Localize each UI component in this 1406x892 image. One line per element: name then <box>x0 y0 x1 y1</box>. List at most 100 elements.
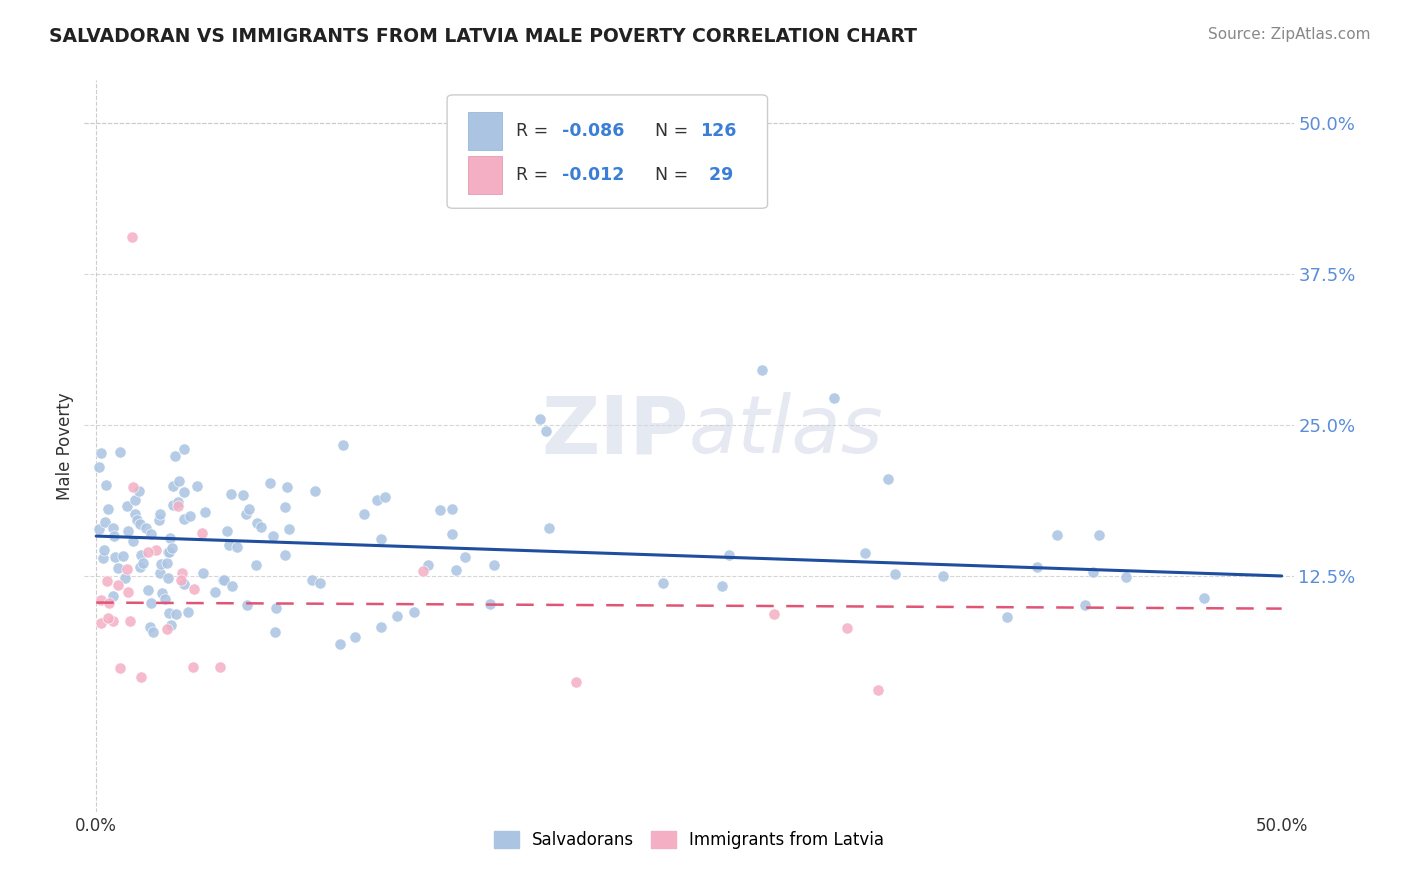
Text: atlas: atlas <box>689 392 884 470</box>
Point <box>94 478 117 492</box>
Point <box>136 582 159 597</box>
Point <box>125 513 148 527</box>
Point <box>173 577 195 591</box>
FancyBboxPatch shape <box>447 95 768 209</box>
Point <box>249 520 271 534</box>
Point <box>652 575 675 590</box>
Point <box>304 484 326 499</box>
Point <box>536 424 558 438</box>
Point <box>157 606 180 620</box>
Point <box>454 549 477 564</box>
Point <box>142 625 165 640</box>
Point <box>108 445 131 459</box>
Point <box>717 549 740 563</box>
Point <box>537 521 560 535</box>
Point <box>117 524 139 538</box>
Text: SALVADORAN VS IMMIGRANTS FROM LATVIA MALE POVERTY CORRELATION CHART: SALVADORAN VS IMMIGRANTS FROM LATVIA MAL… <box>49 27 917 45</box>
Point <box>149 566 172 580</box>
Point <box>101 615 124 629</box>
Point <box>837 621 859 635</box>
Point <box>332 437 354 451</box>
Point <box>217 524 239 538</box>
Text: ZIP: ZIP <box>541 392 689 470</box>
Point <box>212 573 235 587</box>
Point <box>343 630 366 644</box>
Point <box>278 522 301 536</box>
Point <box>246 516 269 530</box>
Point <box>173 442 195 456</box>
Point <box>370 532 392 546</box>
Point <box>353 508 375 522</box>
Point <box>160 541 183 555</box>
Point <box>190 526 212 541</box>
Point <box>89 522 111 536</box>
Point <box>884 566 907 581</box>
Point <box>128 483 150 498</box>
Point <box>208 660 231 674</box>
Point <box>101 521 124 535</box>
Text: R =: R = <box>516 122 554 140</box>
Point <box>157 545 180 559</box>
Point <box>329 636 352 650</box>
Point <box>129 516 152 531</box>
Point <box>112 549 135 563</box>
Point <box>122 533 145 548</box>
Point <box>823 391 845 405</box>
Point <box>177 605 200 619</box>
Point <box>124 507 146 521</box>
Point <box>93 543 115 558</box>
Legend: Salvadorans, Immigrants from Latvia: Salvadorans, Immigrants from Latvia <box>486 824 891 856</box>
Point <box>565 675 588 690</box>
Point <box>96 574 118 588</box>
Point <box>181 660 204 674</box>
Point <box>139 526 162 541</box>
Point <box>131 556 153 570</box>
Point <box>139 619 162 633</box>
Point <box>129 560 152 574</box>
Point <box>877 471 900 485</box>
Point <box>308 575 330 590</box>
Point <box>173 512 195 526</box>
Point <box>370 620 392 634</box>
Point <box>167 499 190 513</box>
FancyBboxPatch shape <box>468 156 502 194</box>
Point <box>173 484 195 499</box>
Point <box>135 520 157 534</box>
Point <box>710 579 733 593</box>
Text: Source: ZipAtlas.com: Source: ZipAtlas.com <box>1208 27 1371 42</box>
Point <box>1088 528 1111 542</box>
Point <box>156 544 179 558</box>
Point <box>117 500 139 514</box>
Point <box>145 542 167 557</box>
Point <box>167 474 190 488</box>
Point <box>91 551 114 566</box>
Point <box>150 585 173 599</box>
Point <box>153 591 176 606</box>
Point <box>90 593 112 607</box>
Point <box>136 545 159 559</box>
Point <box>212 573 235 587</box>
Point <box>301 573 323 587</box>
Point <box>762 607 785 621</box>
Point <box>121 230 143 244</box>
Point <box>114 571 136 585</box>
Text: N =: N = <box>655 167 693 185</box>
Point <box>194 504 217 518</box>
Point <box>238 502 260 516</box>
Point <box>440 501 463 516</box>
Point <box>1081 565 1104 579</box>
Point <box>110 661 132 675</box>
Point <box>274 548 297 562</box>
Point <box>1025 559 1047 574</box>
Point <box>150 557 173 571</box>
Point <box>107 561 129 575</box>
Point <box>90 616 112 631</box>
Point <box>129 548 152 562</box>
Point <box>219 487 242 501</box>
Text: -0.012: -0.012 <box>562 167 624 185</box>
Point <box>235 507 257 521</box>
Point <box>162 498 184 512</box>
Text: R =: R = <box>516 167 554 185</box>
Point <box>1045 528 1067 542</box>
Point <box>104 550 127 565</box>
